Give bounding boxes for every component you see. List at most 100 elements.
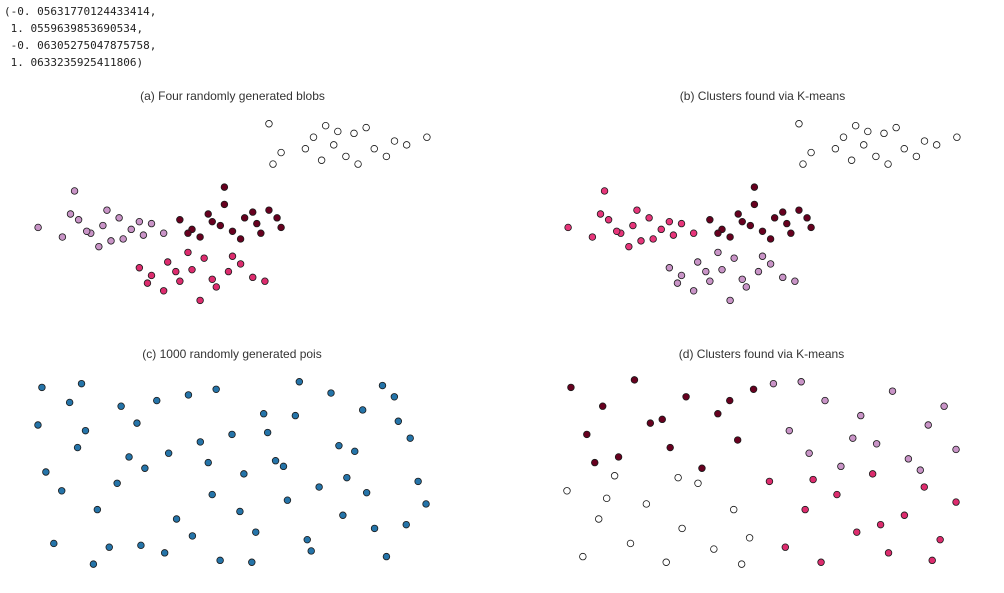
point <box>228 430 236 439</box>
point <box>769 379 778 388</box>
point <box>745 534 754 542</box>
point <box>754 267 763 276</box>
point <box>920 137 929 145</box>
point <box>115 214 123 222</box>
point <box>58 487 66 495</box>
point <box>99 221 107 230</box>
point <box>103 206 111 214</box>
point <box>579 552 587 561</box>
point <box>370 524 379 533</box>
point <box>309 133 318 141</box>
point <box>394 417 403 425</box>
point <box>726 233 734 241</box>
point <box>164 449 173 457</box>
point <box>301 145 310 153</box>
chart-title: (d) Clusters found via K-means <box>679 347 844 361</box>
point <box>912 152 921 161</box>
point <box>70 187 79 195</box>
point <box>327 389 335 397</box>
point <box>868 470 877 478</box>
point <box>236 235 245 243</box>
point <box>726 396 734 405</box>
point <box>370 145 378 153</box>
point <box>236 260 245 268</box>
point <box>176 277 184 285</box>
point <box>277 223 285 232</box>
point <box>799 160 807 168</box>
point <box>718 265 726 274</box>
point <box>588 233 597 241</box>
point <box>646 419 655 427</box>
point <box>567 383 575 392</box>
point <box>613 227 621 235</box>
point <box>880 129 888 138</box>
point <box>137 541 145 550</box>
point <box>220 183 229 191</box>
point <box>261 277 269 285</box>
point <box>857 411 865 420</box>
point <box>803 214 811 222</box>
point <box>920 483 928 491</box>
point <box>625 242 633 251</box>
point <box>196 438 205 446</box>
output-line: (-0. 05631770124433414, <box>4 5 157 18</box>
point <box>141 464 149 472</box>
point <box>135 264 144 272</box>
point <box>390 137 399 145</box>
point <box>82 227 91 235</box>
point <box>196 296 204 305</box>
point <box>204 458 212 467</box>
point <box>564 223 572 232</box>
point <box>888 387 897 395</box>
point <box>694 479 702 487</box>
point <box>900 145 908 153</box>
point <box>758 252 767 260</box>
chart-title: (b) Clusters found via K-means <box>680 89 845 103</box>
point <box>809 475 817 484</box>
point <box>689 229 698 237</box>
point <box>851 121 860 130</box>
point <box>817 558 825 566</box>
point <box>591 458 599 467</box>
point <box>257 229 265 237</box>
point <box>89 560 98 568</box>
point <box>172 267 180 276</box>
point <box>160 549 169 557</box>
point <box>694 258 702 266</box>
point <box>402 141 411 149</box>
point <box>125 453 133 461</box>
point <box>801 505 809 514</box>
point <box>351 447 359 456</box>
point <box>860 141 868 149</box>
point <box>610 472 619 480</box>
point <box>626 539 635 548</box>
point <box>737 560 746 568</box>
point <box>117 402 125 410</box>
point <box>135 217 144 226</box>
point <box>58 233 67 241</box>
point <box>791 277 799 285</box>
point <box>738 217 746 226</box>
point <box>279 462 288 471</box>
point <box>785 426 793 435</box>
point <box>706 277 714 285</box>
point <box>196 233 204 241</box>
point <box>642 500 651 508</box>
point <box>783 219 791 228</box>
point <box>749 385 758 393</box>
point <box>633 206 641 214</box>
point <box>583 430 591 439</box>
point <box>839 133 848 141</box>
point <box>34 421 42 429</box>
point <box>604 216 613 224</box>
point <box>269 160 277 168</box>
point <box>821 396 829 405</box>
point <box>645 214 653 222</box>
point <box>34 223 42 232</box>
point <box>176 216 184 224</box>
point <box>637 237 645 245</box>
point <box>153 396 161 405</box>
point <box>208 275 216 283</box>
point <box>317 156 326 164</box>
point <box>414 477 422 486</box>
